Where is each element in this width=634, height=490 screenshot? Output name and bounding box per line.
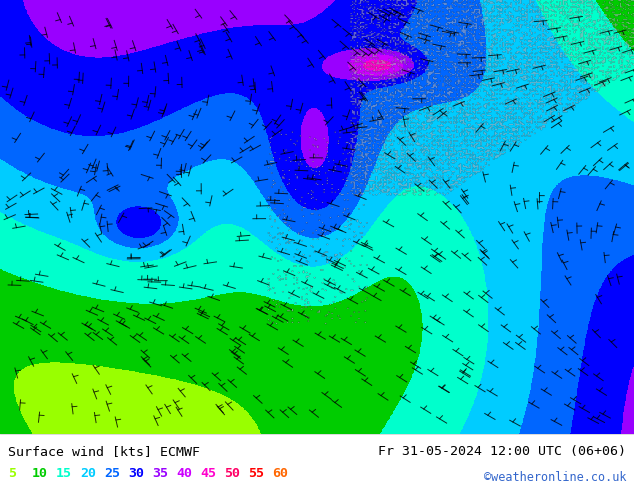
Text: 30: 30 [128,467,144,480]
Text: 55: 55 [249,467,264,480]
Text: 10: 10 [32,467,48,480]
Text: 35: 35 [152,467,168,480]
Text: Surface wind [kts] ECMWF: Surface wind [kts] ECMWF [8,445,200,458]
Text: ©weatheronline.co.uk: ©weatheronline.co.uk [484,471,626,484]
Text: 60: 60 [273,467,288,480]
Text: 40: 40 [176,467,192,480]
Text: 5: 5 [8,467,16,480]
Text: 15: 15 [56,467,72,480]
Text: 20: 20 [80,467,96,480]
Text: 50: 50 [224,467,240,480]
Text: Fr 31-05-2024 12:00 UTC (06+06): Fr 31-05-2024 12:00 UTC (06+06) [378,445,626,458]
Text: 45: 45 [200,467,216,480]
Text: 25: 25 [104,467,120,480]
